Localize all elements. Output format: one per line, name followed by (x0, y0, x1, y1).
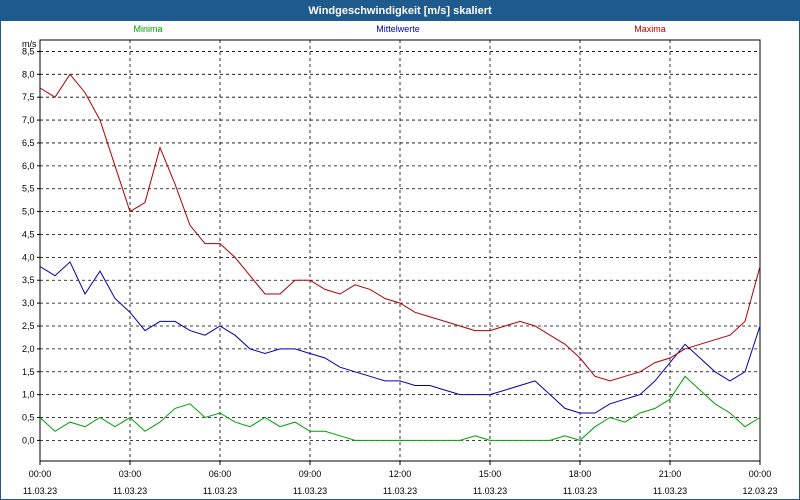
x-tick-time: 18:00 (569, 469, 592, 479)
y-tick-label: 4,0 (22, 252, 35, 262)
y-tick-label: 2,5 (22, 321, 35, 331)
axes: 0,0 0,5 1,0 1,5 2,0 2,5 3,0 3,5 4,0 4,5 5,0 5,5 6,0 6… (22, 46, 778, 496)
y-tick-label: 0,0 (22, 435, 35, 445)
x-tick-time: 12:00 (389, 469, 412, 479)
x-tick-time: 03:00 (119, 469, 142, 479)
y-tick-label: 7,0 (22, 115, 35, 125)
wind-speed-chart: Minima Mittelwerte Maxima m/s 0,0 0,5 1,0 1… (22, 24, 778, 496)
x-tick-time: 09:00 (299, 469, 322, 479)
x-tick-time: 15:00 (479, 469, 502, 479)
y-axis-unit: m/s (22, 39, 37, 49)
grid (40, 40, 760, 461)
x-tick-date: 11.03.23 (473, 486, 507, 496)
x-tick-date: 11.03.23 (113, 486, 147, 496)
series-line-minima (39, 375, 761, 441)
y-tick-label: 2,0 (22, 344, 35, 354)
x-tick-time: 21:00 (659, 469, 682, 479)
y-tick-label: 6,0 (22, 161, 35, 171)
y-tick-label: 5,5 (22, 184, 35, 194)
series-lines (39, 73, 761, 441)
y-tick-label: 8,0 (22, 69, 35, 79)
x-tick-date: 12.03.23 (742, 486, 777, 496)
y-tick-label: 3,5 (22, 275, 35, 285)
legend-minima: Minima (133, 24, 162, 34)
x-tick-date: 11.03.23 (653, 486, 687, 496)
x-tick-date: 11.03.23 (23, 486, 57, 496)
window-title: Windgeschwindigkeit [m/s] skaliert (1, 1, 799, 21)
x-tick-date: 11.03.23 (293, 486, 327, 496)
x-tick-date: 11.03.23 (203, 486, 237, 496)
y-tick-label: 1,5 (22, 367, 35, 377)
x-tick-time: 00:00 (749, 469, 772, 479)
y-tick-label: 7,5 (22, 92, 35, 102)
y-tick-label: 4,5 (22, 229, 35, 239)
y-tick-label: 0,5 (22, 413, 35, 423)
y-tick-label: 6,5 (22, 138, 35, 148)
legend-mittelwerte: Mittelwerte (376, 24, 420, 34)
x-tick-date: 11.03.23 (383, 486, 417, 496)
y-tick-label: 8,5 (22, 46, 35, 56)
y-tick-label: 5,0 (22, 207, 35, 217)
x-tick-time: 06:00 (209, 469, 232, 479)
legend-maxima: Maxima (634, 24, 666, 34)
x-tick-time: 00:00 (29, 469, 52, 479)
series-line-mittelwerte (39, 261, 761, 414)
y-tick-label: 3,0 (22, 298, 35, 308)
y-tick-label: 1,0 (22, 390, 35, 400)
x-tick-date: 11.03.23 (563, 486, 597, 496)
series-line-maxima (39, 73, 761, 382)
